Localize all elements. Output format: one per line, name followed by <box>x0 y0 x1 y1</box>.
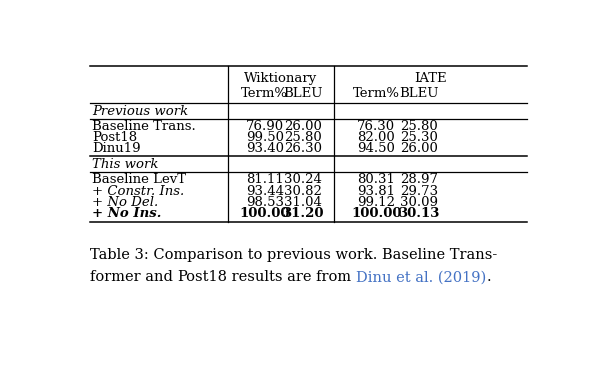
Text: 100.00: 100.00 <box>351 207 401 220</box>
Text: BLEU: BLEU <box>400 87 439 100</box>
Text: Table 3: Comparison to previous work. Baseline Trans-: Table 3: Comparison to previous work. Ba… <box>90 248 497 262</box>
Text: Post18: Post18 <box>92 131 137 144</box>
Text: 82.00: 82.00 <box>358 131 395 144</box>
Text: 25.80: 25.80 <box>284 131 322 144</box>
Text: 76.90: 76.90 <box>245 120 284 133</box>
Text: 26.30: 26.30 <box>284 142 322 155</box>
Text: 99.12: 99.12 <box>358 196 395 209</box>
Text: Post18: Post18 <box>178 270 227 284</box>
Text: 98.53: 98.53 <box>246 196 284 209</box>
Text: BLEU: BLEU <box>283 87 323 100</box>
Text: 30.82: 30.82 <box>284 185 322 197</box>
Text: Previous work: Previous work <box>92 104 188 118</box>
Text: 30.09: 30.09 <box>400 196 438 209</box>
Text: Baseline LevT: Baseline LevT <box>92 174 186 187</box>
Text: results are from: results are from <box>227 270 356 284</box>
Text: 93.81: 93.81 <box>358 185 395 197</box>
Text: Term%: Term% <box>241 87 288 100</box>
Text: 94.50: 94.50 <box>358 142 395 155</box>
Text: 25.80: 25.80 <box>400 120 438 133</box>
Text: 31.04: 31.04 <box>284 196 322 209</box>
Text: Dinu et al. (2019): Dinu et al. (2019) <box>356 270 487 284</box>
Text: + Constr. Ins.: + Constr. Ins. <box>92 185 184 197</box>
Text: Dinu19: Dinu19 <box>92 142 141 155</box>
Text: Wiktionary: Wiktionary <box>244 72 317 85</box>
Text: 26.00: 26.00 <box>284 120 322 133</box>
Text: IATE: IATE <box>415 72 447 85</box>
Text: 28.97: 28.97 <box>400 174 438 187</box>
Text: Term%: Term% <box>353 87 400 100</box>
Text: 31.20: 31.20 <box>282 207 323 220</box>
Text: 99.50: 99.50 <box>246 131 284 144</box>
Text: 93.44: 93.44 <box>246 185 284 197</box>
Text: 76.30: 76.30 <box>357 120 395 133</box>
Text: + No Ins.: + No Ins. <box>92 207 161 220</box>
Text: This work: This work <box>92 158 158 171</box>
Text: 93.40: 93.40 <box>246 142 284 155</box>
Text: 30.13: 30.13 <box>398 207 440 220</box>
Text: 26.00: 26.00 <box>400 142 438 155</box>
Text: 80.31: 80.31 <box>358 174 395 187</box>
Text: 100.00: 100.00 <box>239 207 290 220</box>
Text: 81.11: 81.11 <box>246 174 284 187</box>
Text: 29.73: 29.73 <box>400 185 438 197</box>
Text: Baseline Trans.: Baseline Trans. <box>92 120 196 133</box>
Text: former and: former and <box>90 270 178 284</box>
Text: .: . <box>487 270 491 284</box>
Text: + No Del.: + No Del. <box>92 196 158 209</box>
Text: 25.30: 25.30 <box>400 131 438 144</box>
Text: 30.24: 30.24 <box>284 174 322 187</box>
